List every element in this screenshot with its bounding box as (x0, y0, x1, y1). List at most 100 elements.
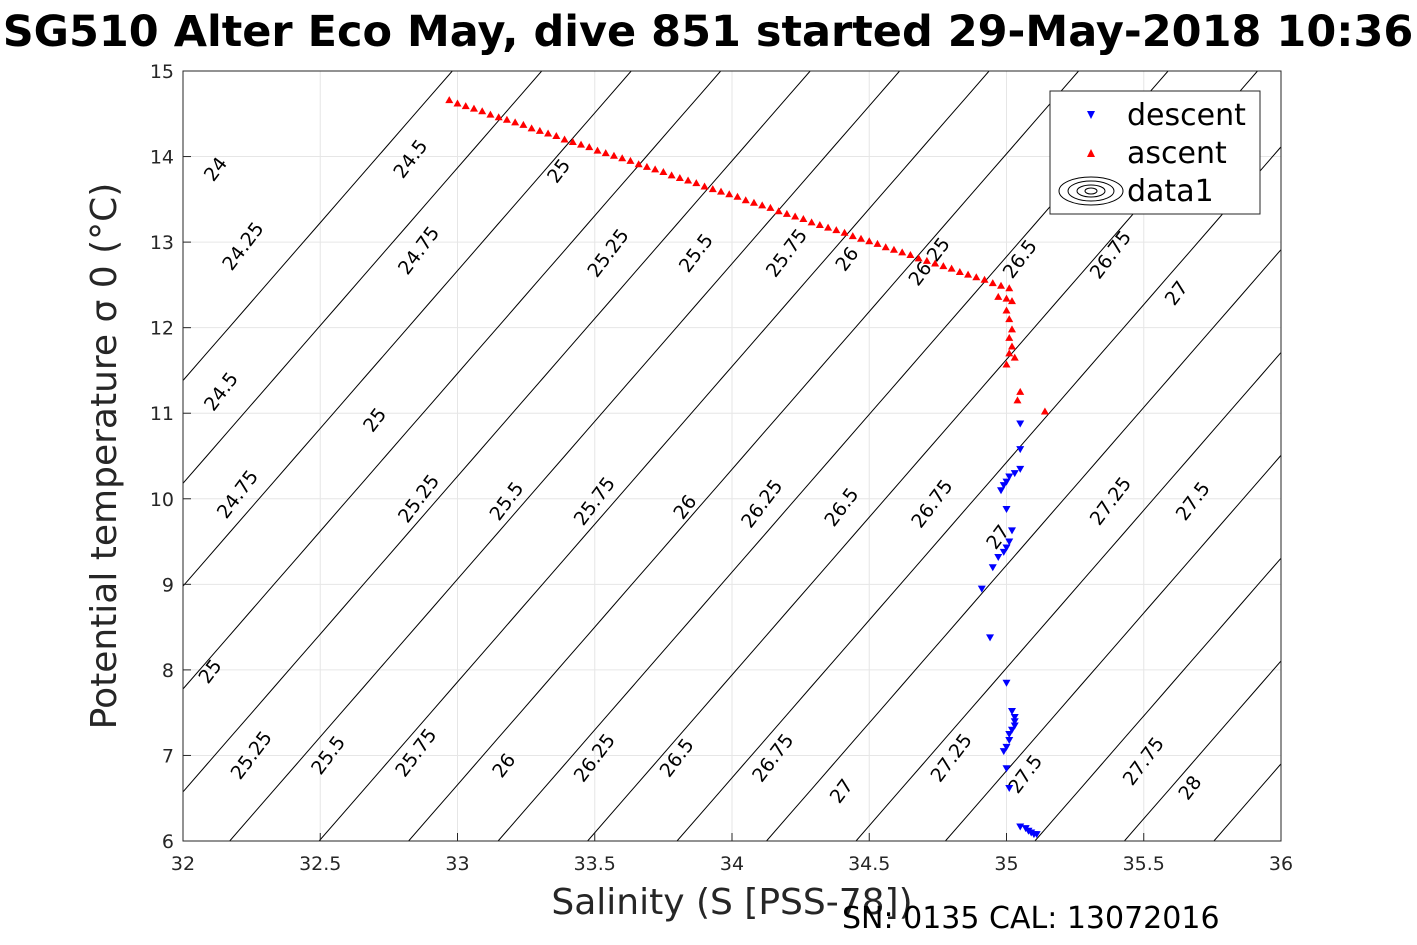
ascent-point (782, 209, 791, 217)
ascent-point (618, 154, 627, 162)
y-axis-label: Potential temperature σ 0 (°C) (84, 183, 125, 730)
ascent-point (568, 138, 577, 146)
ascent-point (865, 237, 874, 245)
descent-point (1032, 831, 1041, 839)
x-tick-label: 32.5 (299, 853, 341, 875)
descent-point (1010, 718, 1019, 726)
descent-point (1010, 470, 1019, 478)
ascent-point (815, 221, 824, 228)
ascent-point (527, 124, 536, 132)
serial-calibration-footer: SN: 0135 CAL: 13072016 (842, 901, 1220, 936)
descent-series (977, 420, 1041, 839)
ascent-point (675, 173, 684, 181)
ascent-point (1007, 325, 1016, 333)
ascent-point (560, 135, 569, 143)
ascent-point (519, 120, 528, 128)
ascent-point (1005, 284, 1014, 292)
ascent-series (445, 96, 1049, 415)
descent-point (1002, 506, 1011, 514)
ascent-point (717, 187, 726, 195)
descent-point (999, 548, 1008, 556)
x-tick-label: 35 (994, 853, 1018, 875)
grid-lines (183, 71, 1281, 841)
x-axis-label: Salinity (S [PSS-78]) (551, 882, 912, 923)
ascent-point (898, 248, 907, 256)
ascent-point (1007, 297, 1016, 305)
descent-point (988, 564, 997, 572)
descent-point (1007, 726, 1016, 734)
y-tick-label: 7 (162, 745, 174, 767)
isopycnal-line (1034, 557, 1281, 841)
descent-point (999, 482, 1008, 490)
isopycnal-line (183, 71, 632, 587)
ascent-point (889, 245, 898, 253)
legend-data1-label: data1 (1127, 174, 1214, 209)
ascent-point (1005, 315, 1014, 323)
legend-descent-marker (1087, 111, 1095, 119)
isopycnal-line (945, 454, 1281, 841)
ascent-point (502, 115, 511, 123)
ascent-point (931, 259, 940, 267)
isopycnal-line (183, 71, 453, 382)
descent-point (1016, 446, 1025, 454)
x-tick-label: 36 (1269, 853, 1293, 875)
ascent-point (848, 232, 857, 240)
ascent-point (585, 143, 594, 151)
descent-point (977, 585, 986, 593)
isopycnal-line (766, 248, 1281, 841)
descent-point (1007, 707, 1016, 715)
x-tick-label: 33.5 (574, 853, 616, 875)
y-axis-ticks: 6 7 8 9 10 11 12 13 14 15 (150, 61, 191, 853)
descent-point (1016, 465, 1025, 473)
descent-point (1002, 765, 1011, 773)
ascent-point (1013, 396, 1022, 404)
isopycnal-line (183, 71, 543, 485)
descent-point (997, 487, 1006, 495)
descent-point (1002, 679, 1011, 687)
ascent-point (749, 198, 758, 206)
ascent-point (733, 192, 742, 200)
ascent-point (857, 234, 866, 242)
ascent-point (552, 132, 561, 140)
ascent-point (461, 102, 470, 110)
ascent-point (972, 273, 981, 281)
ascent-point (766, 203, 775, 211)
x-tick-label: 32 (171, 853, 195, 875)
ascent-point (997, 281, 1006, 289)
ascent-point (609, 151, 618, 159)
ascent-point (453, 99, 462, 107)
ascent-point (914, 254, 923, 262)
isopycnal-line (1124, 660, 1281, 841)
descent-point (1016, 420, 1025, 428)
x-tick-label: 33 (445, 853, 469, 875)
y-tick-label: 9 (162, 574, 174, 596)
ascent-point (700, 182, 709, 190)
ascent-point (1002, 294, 1011, 302)
descent-point (1007, 527, 1016, 535)
y-tick-label: 11 (150, 403, 174, 425)
ascent-point (906, 250, 915, 258)
ascent-point (1010, 353, 1019, 361)
descent-point (1005, 784, 1014, 792)
ascent-point (980, 275, 989, 283)
y-tick-label: 13 (150, 232, 174, 254)
legend-contour-icon (1058, 176, 1124, 206)
ascent-point (511, 118, 520, 126)
ascent-point (791, 212, 800, 220)
ascent-point (758, 201, 767, 209)
ascent-point (593, 146, 602, 154)
descent-point (999, 748, 1008, 756)
ascent-point (708, 185, 717, 193)
ascent-point (544, 129, 553, 137)
ascent-point (642, 162, 651, 170)
descent-point (1002, 544, 1011, 552)
descent-point (1005, 538, 1014, 546)
isopycnal-line (408, 71, 1079, 841)
ascent-point (626, 156, 635, 164)
ascent-point (478, 107, 487, 115)
y-tick-label: 6 (162, 831, 174, 853)
ascent-point (1005, 333, 1014, 341)
y-tick-label: 14 (150, 147, 174, 169)
descent-point (1005, 731, 1014, 739)
